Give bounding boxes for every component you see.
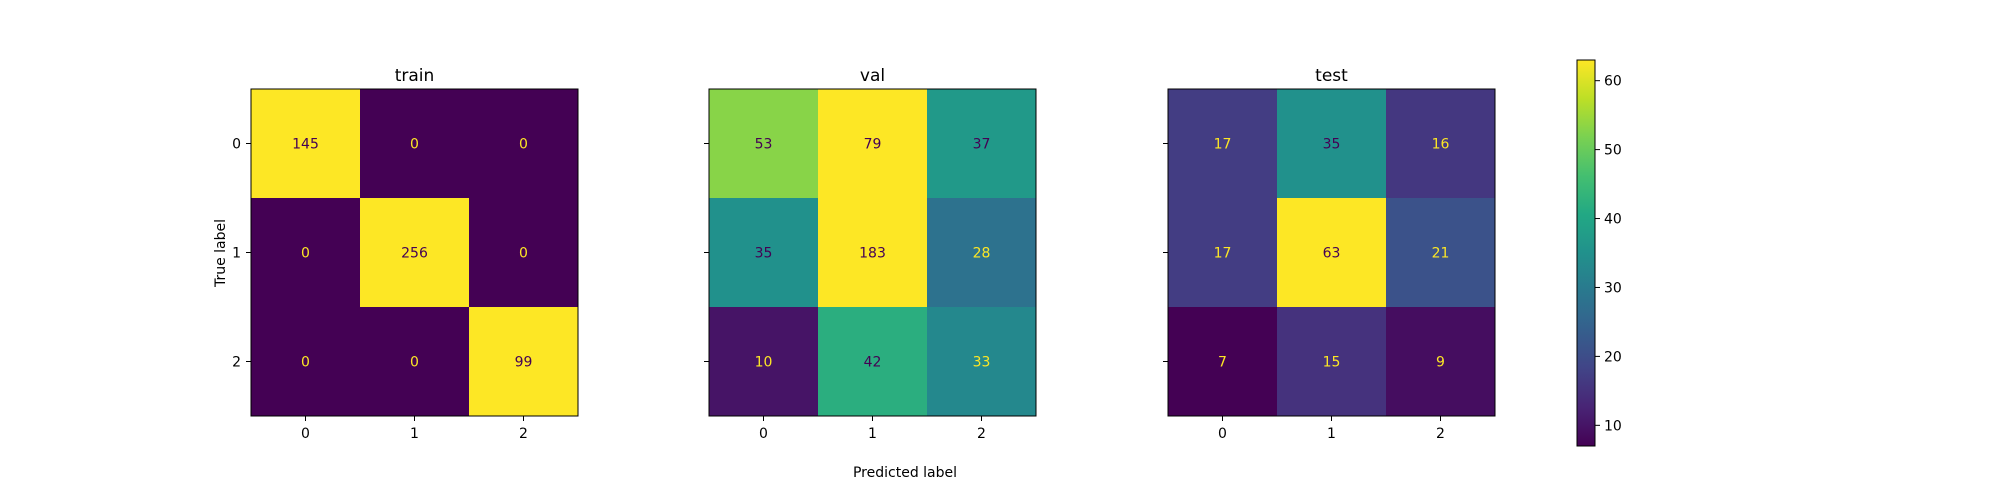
matrix-cell — [1277, 89, 1387, 199]
cell-value-label: 53 — [755, 137, 773, 153]
matrix-cell — [1386, 89, 1496, 199]
matrix-cell — [818, 198, 928, 308]
matrix-cell — [469, 89, 579, 199]
panel-title: val — [860, 66, 885, 86]
y-axis-label: True label — [213, 219, 229, 288]
colorbar-gradient — [1577, 60, 1595, 446]
colorbar-tick-label: 10 — [1604, 418, 1622, 434]
x-tick-label: 0 — [1218, 426, 1227, 442]
panel-train: train 145 0 0 0 256 0 0 0 99 0 1 2 0 1 2 — [232, 66, 579, 442]
x-tick-label: 2 — [977, 426, 986, 442]
matrix-cell — [1277, 198, 1387, 308]
cell-value-label: 99 — [515, 355, 533, 371]
matrix-cell — [709, 198, 819, 308]
cell-value-label: 0 — [519, 137, 528, 153]
cell-value-label: 33 — [973, 355, 991, 371]
x-tick-label: 1 — [1327, 426, 1336, 442]
cell-value-label: 0 — [519, 246, 528, 262]
colorbar-tick-label: 50 — [1604, 143, 1622, 159]
cell-value-label: 183 — [859, 246, 886, 262]
colorbar: 10 20 30 40 50 60 — [1576, 59, 1622, 447]
matrix-cell — [251, 307, 361, 417]
matrix-cell — [1277, 307, 1387, 417]
matrix-cell — [1168, 307, 1278, 417]
matrix-cell — [709, 307, 819, 417]
panel-title: train — [395, 66, 435, 86]
colorbar-tick-label: 40 — [1604, 212, 1622, 228]
colorbar-frame — [1576, 59, 1596, 447]
x-tick-label: 2 — [519, 426, 528, 442]
cell-value-label: 79 — [864, 137, 882, 153]
matrix-cell — [927, 198, 1037, 308]
y-tick-label: 2 — [232, 355, 241, 371]
colorbar-tick-label: 30 — [1604, 280, 1622, 296]
matrix-cell — [251, 198, 361, 308]
matrix-cell — [469, 307, 579, 417]
cell-value-label: 17 — [1214, 137, 1232, 153]
y-tick-label: 1 — [232, 246, 241, 262]
x-tick-label: 1 — [410, 426, 419, 442]
matrix-cell — [818, 89, 928, 199]
cell-value-label: 63 — [1323, 246, 1341, 262]
cell-value-label: 10 — [755, 355, 773, 371]
matrix-cell — [360, 198, 470, 308]
cell-value-label: 0 — [410, 137, 419, 153]
matrix-cell — [1168, 89, 1278, 199]
x-tick-label: 0 — [301, 426, 310, 442]
colorbar-tick-label: 60 — [1604, 74, 1622, 90]
matrix-cell — [360, 89, 470, 199]
matrix-cell — [251, 89, 361, 199]
matrix-cell — [360, 307, 470, 417]
panel-title: test — [1315, 66, 1348, 86]
cell-value-label: 145 — [292, 137, 319, 153]
x-tick-label: 2 — [1436, 426, 1445, 442]
cell-value-label: 35 — [1323, 137, 1341, 153]
x-axis-label: Predicted label — [853, 465, 957, 481]
matrix-cell — [927, 89, 1037, 199]
cell-value-label: 35 — [755, 246, 773, 262]
cell-value-label: 7 — [1218, 355, 1227, 371]
y-tick-label: 0 — [232, 137, 241, 153]
matrix-cell — [1168, 198, 1278, 308]
x-tick-label: 1 — [868, 426, 877, 442]
cell-value-label: 9 — [1436, 355, 1445, 371]
cell-value-label: 16 — [1432, 137, 1450, 153]
colorbar-tick-label: 20 — [1604, 349, 1622, 365]
cell-value-label: 37 — [973, 137, 991, 153]
x-tick-label: 0 — [759, 426, 768, 442]
cell-value-label: 21 — [1432, 246, 1450, 262]
cell-value-label: 256 — [401, 246, 428, 262]
cell-value-label: 42 — [864, 355, 882, 371]
cell-value-label: 28 — [973, 246, 991, 262]
cell-value-label: 17 — [1214, 246, 1232, 262]
matrix-cell — [927, 307, 1037, 417]
matrix-cell — [1386, 198, 1496, 308]
cell-value-label: 0 — [301, 355, 310, 371]
matrix-cell — [469, 198, 579, 308]
panel-val: val 53 79 37 35 183 28 10 42 33 0 1 2 — [704, 66, 1037, 442]
matrix-cell — [818, 307, 928, 417]
matrix-cell — [709, 89, 819, 199]
cell-value-label: 15 — [1323, 355, 1341, 371]
cell-value-label: 0 — [410, 355, 419, 371]
cell-value-label: 0 — [301, 246, 310, 262]
matrix-cell — [1386, 307, 1496, 417]
panel-test: test 17 35 16 17 63 21 7 15 9 0 1 2 — [1163, 66, 1496, 442]
